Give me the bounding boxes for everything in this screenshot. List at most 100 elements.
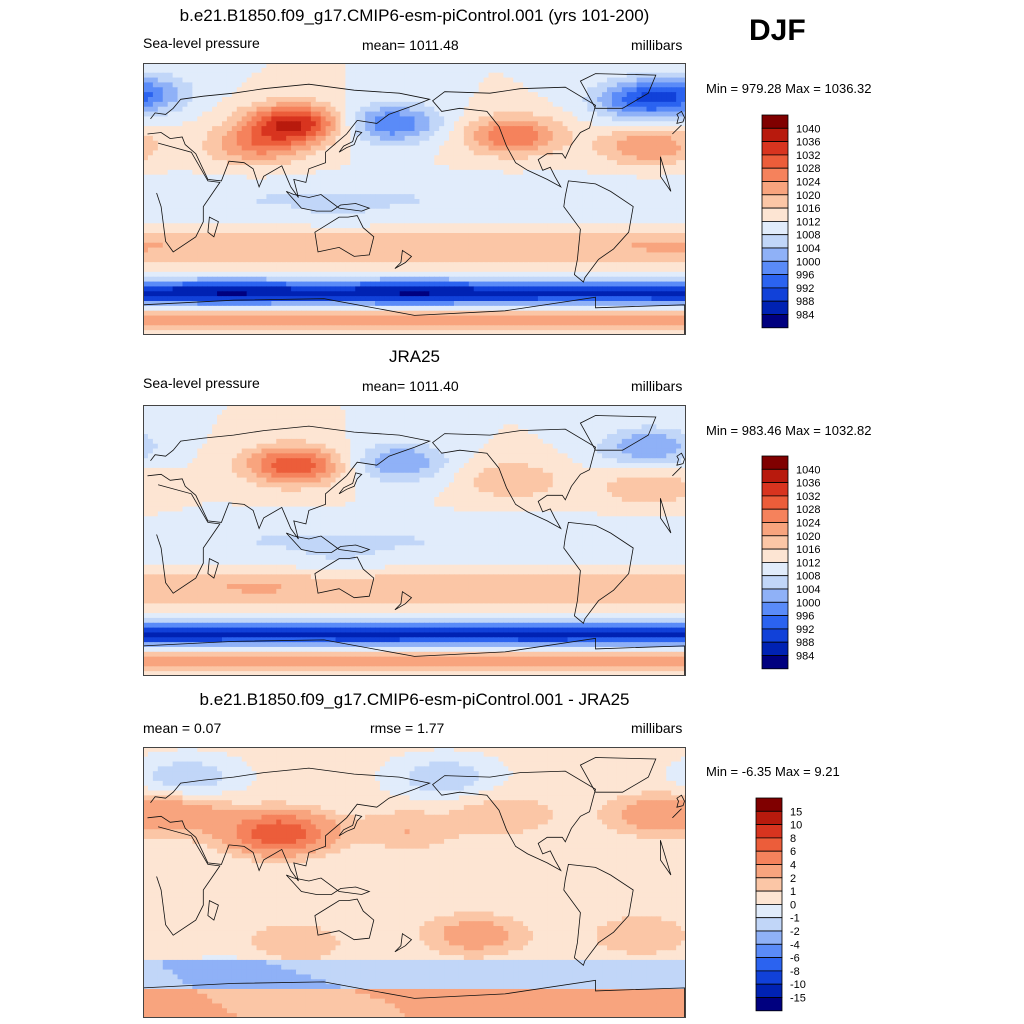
- field-cell: [236, 131, 243, 137]
- field-cell: [523, 92, 529, 98]
- field-cell: [300, 189, 307, 195]
- field-cell: [616, 271, 623, 278]
- field-cell: [212, 233, 218, 239]
- field-cell: [419, 276, 425, 283]
- field-cell: [202, 165, 208, 171]
- field-cell: [226, 233, 233, 239]
- field-cell: [389, 203, 396, 210]
- field-cell: [562, 106, 569, 113]
- field-cell: [483, 92, 490, 98]
- field-cell: [552, 252, 559, 258]
- field-cell: [607, 179, 613, 186]
- field-cell: [394, 131, 401, 137]
- field-cell: [300, 63, 307, 69]
- field-cell: [547, 228, 554, 234]
- field-cell: [231, 82, 238, 88]
- field-cell: [656, 179, 662, 186]
- field-cell: [350, 63, 356, 69]
- field-cell: [340, 242, 346, 249]
- field-cell: [300, 97, 307, 103]
- field-cell: [320, 223, 327, 229]
- field-cell: [335, 228, 342, 234]
- field-cell: [202, 72, 208, 79]
- field-cell: [207, 97, 213, 103]
- field-cell: [330, 155, 337, 161]
- field-cell: [202, 97, 208, 103]
- field-cell: [379, 97, 386, 103]
- field-cell: [207, 145, 213, 152]
- field-cell: [360, 72, 366, 79]
- field-cell: [626, 257, 633, 263]
- field-cell: [641, 121, 648, 127]
- field-cell: [389, 101, 396, 108]
- field-cell: [394, 276, 401, 283]
- field-cell: [503, 262, 509, 268]
- field-cell: [192, 252, 198, 258]
- field-cell: [365, 97, 371, 103]
- field-cell: [429, 233, 435, 239]
- field-cell: [286, 140, 292, 147]
- field-cell: [360, 271, 366, 278]
- field-cell: [375, 218, 381, 224]
- field-cell: [532, 237, 539, 244]
- field-cell: [468, 140, 475, 147]
- field-cell: [152, 92, 159, 98]
- field-cell: [246, 281, 253, 288]
- field-cell: [192, 174, 198, 181]
- field-cell: [389, 155, 396, 161]
- field-cell: [276, 257, 282, 263]
- field-cell: [231, 150, 238, 156]
- field-cell: [266, 135, 272, 142]
- field-cell: [340, 233, 346, 239]
- field-cell: [350, 165, 356, 171]
- field-cell: [518, 72, 524, 79]
- field-cell: [340, 257, 346, 263]
- field-cell: [182, 271, 189, 278]
- field-cell: [419, 72, 425, 79]
- field-cell: [202, 140, 208, 147]
- field-cell: [562, 184, 569, 190]
- field-cell: [236, 218, 243, 224]
- field-cell: [651, 140, 657, 147]
- field-cell: [286, 111, 292, 118]
- field-cell: [399, 145, 406, 152]
- field-cell: [143, 92, 149, 98]
- field-cell: [399, 82, 406, 88]
- field-cell: [488, 208, 495, 215]
- field-cell: [513, 218, 519, 224]
- field-cell: [537, 262, 544, 268]
- field-cell: [162, 242, 169, 249]
- field-cell: [167, 257, 174, 263]
- field-cell: [473, 213, 480, 220]
- field-cell: [661, 160, 667, 166]
- field-cell: [315, 267, 322, 273]
- field-cell: [458, 106, 465, 113]
- field-cell: [217, 67, 223, 74]
- field-cell: [320, 252, 327, 258]
- field-cell: [577, 72, 583, 79]
- field-cell: [370, 199, 376, 205]
- field-cell: [444, 218, 450, 224]
- field-cell: [370, 82, 376, 88]
- field-cell: [320, 203, 327, 210]
- field-cell: [513, 257, 519, 263]
- field-cell: [439, 189, 445, 195]
- field-cell: [473, 63, 480, 69]
- field-cell: [345, 87, 351, 93]
- field-cell: [162, 252, 169, 258]
- field-cell: [587, 106, 593, 113]
- field-cell: [473, 169, 480, 176]
- field-cell: [424, 111, 430, 118]
- field-cell: [276, 252, 282, 258]
- field-cell: [468, 213, 475, 220]
- field-cell: [592, 140, 598, 147]
- field-cell: [335, 126, 342, 132]
- field-cell: [182, 131, 189, 137]
- field-cell: [241, 106, 248, 113]
- field-cell: [192, 169, 198, 176]
- field-cell: [656, 150, 662, 156]
- field-cell: [518, 237, 524, 244]
- field-cell: [182, 252, 189, 258]
- field-cell: [656, 145, 662, 152]
- field-cell: [197, 63, 203, 69]
